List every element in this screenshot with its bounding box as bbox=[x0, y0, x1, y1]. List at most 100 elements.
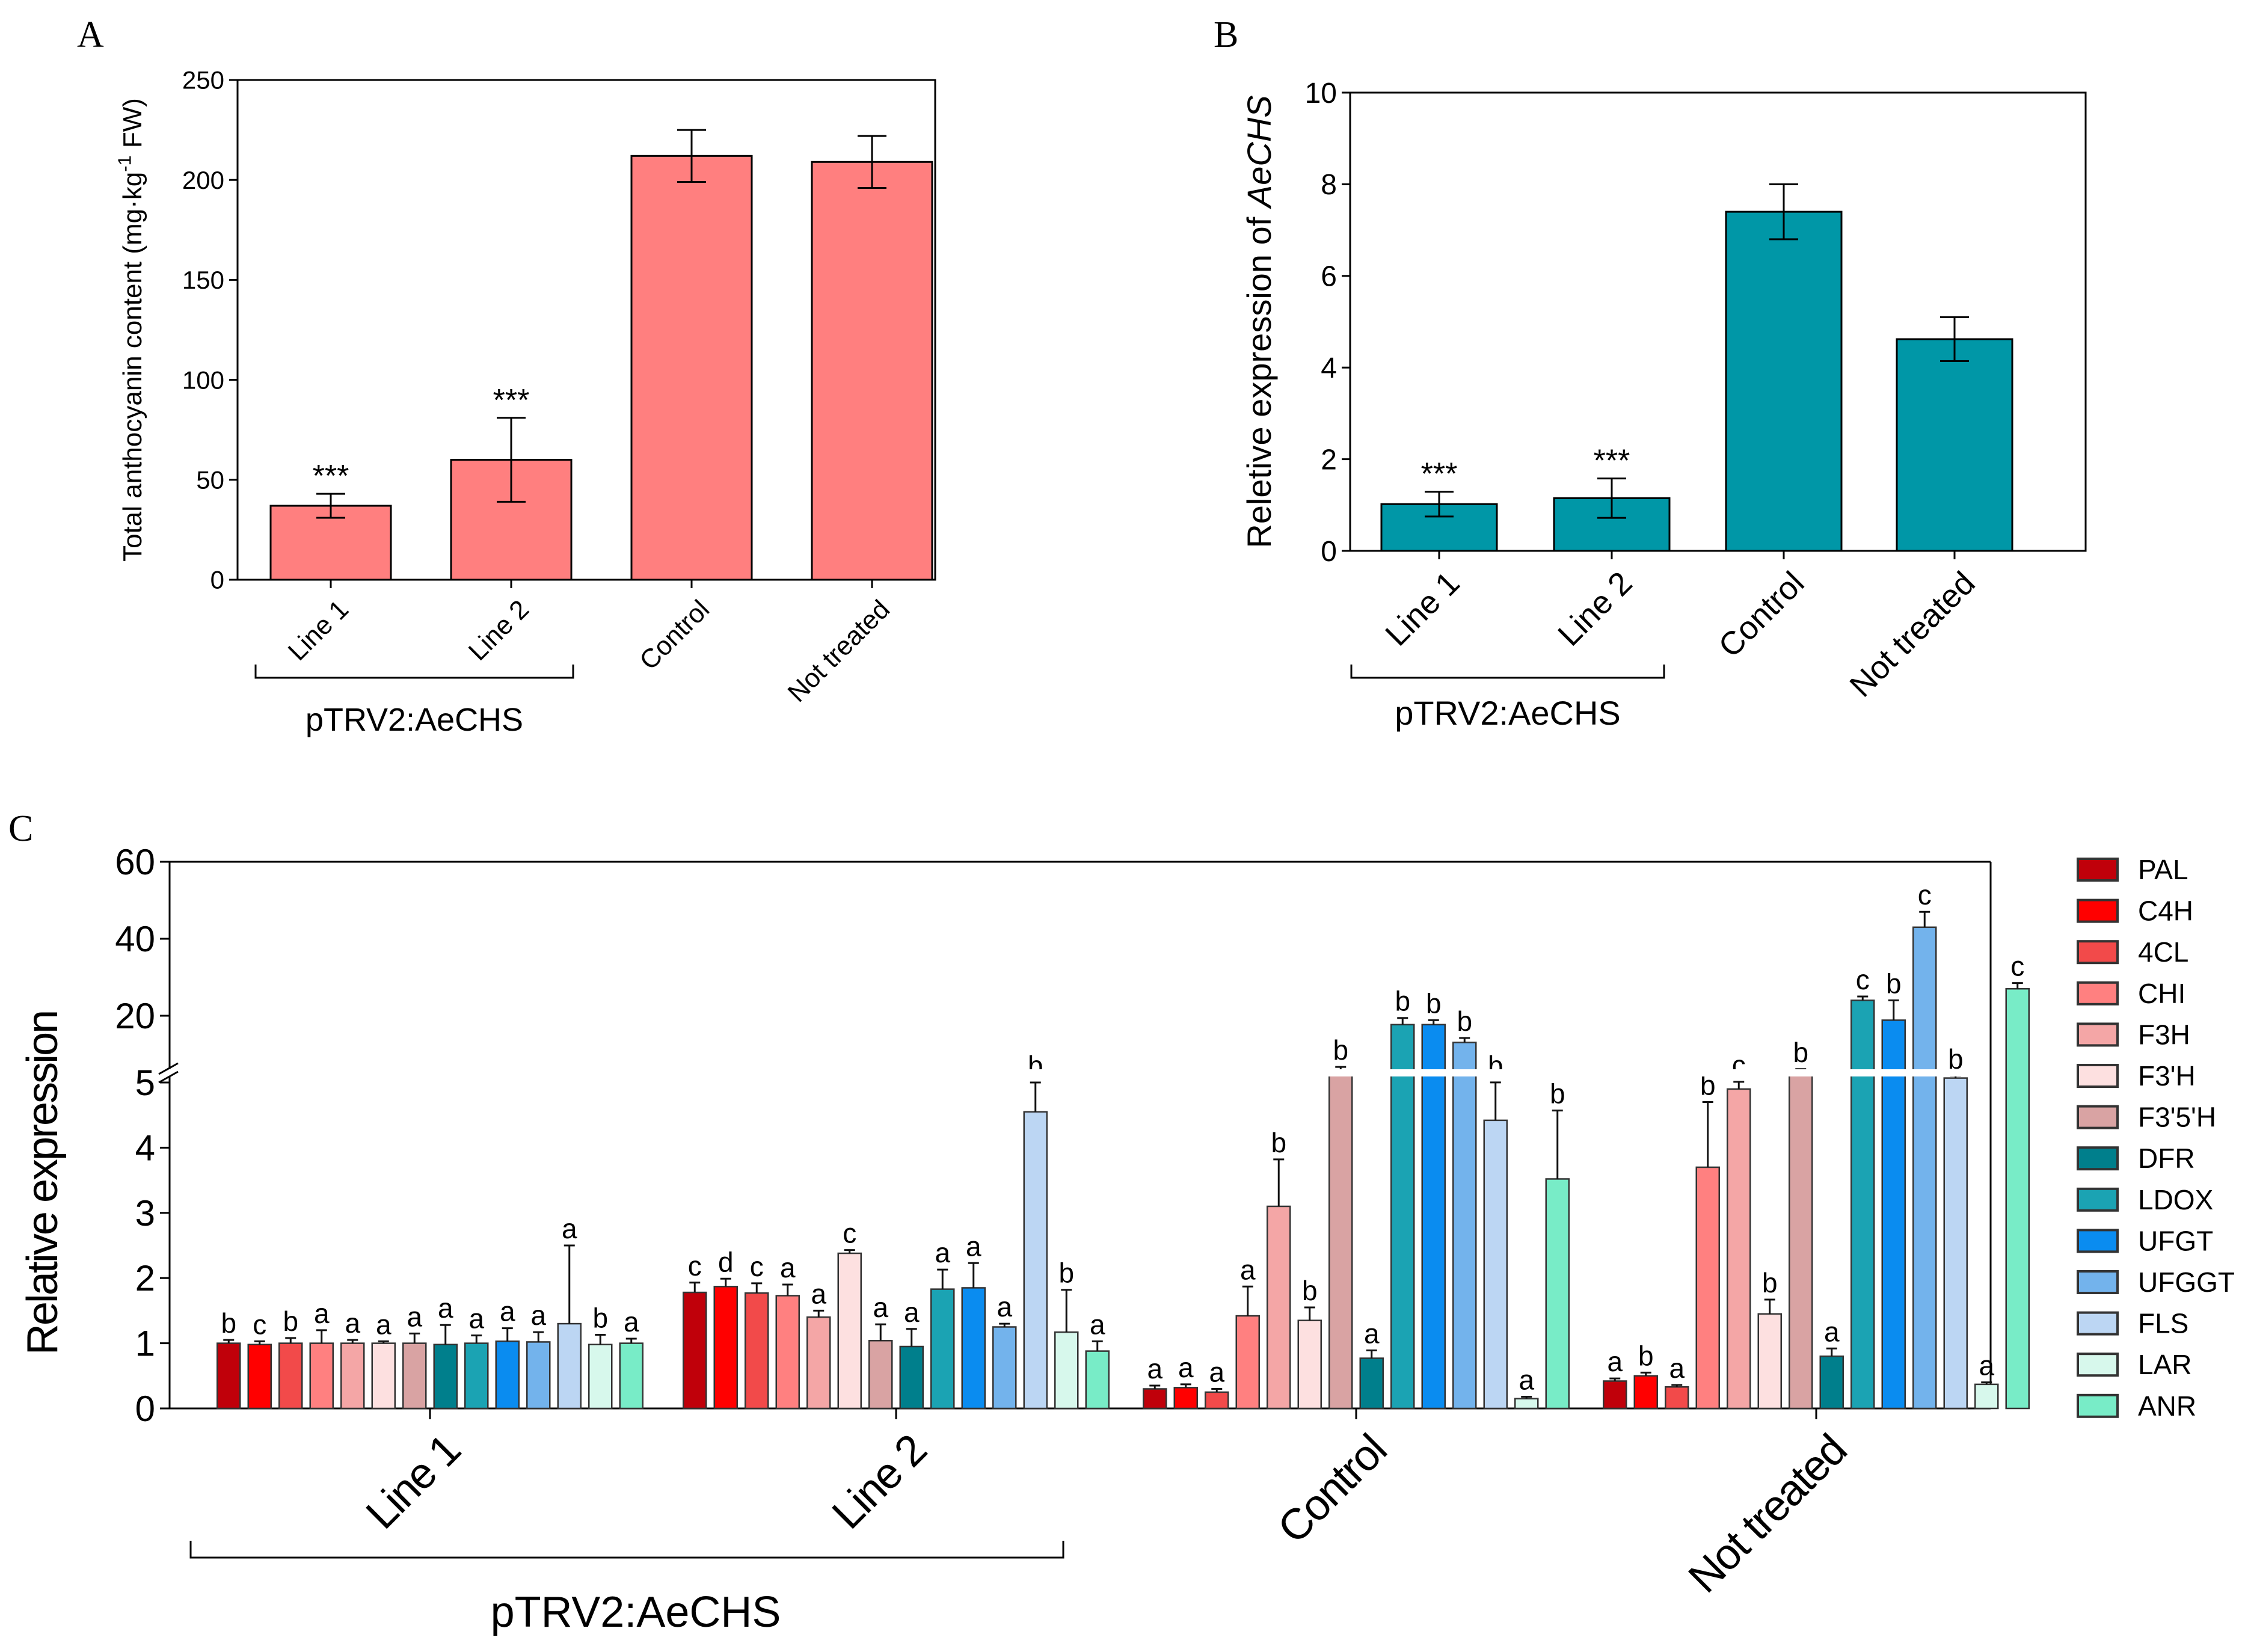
bar-4cl bbox=[1665, 1386, 1689, 1410]
bar-chi bbox=[1235, 1315, 1260, 1410]
bar-c4h bbox=[247, 1343, 272, 1410]
legend-swatch-f3-h bbox=[2077, 1064, 2119, 1088]
bar-f3-h bbox=[837, 1252, 862, 1410]
significance-letter: c bbox=[688, 1250, 702, 1282]
significance-letter: a bbox=[1209, 1356, 1224, 1387]
significance-marker: *** bbox=[1594, 444, 1630, 479]
bar-f3-5-h bbox=[868, 1340, 893, 1410]
legend-label-f3-5-h: F3'5'H bbox=[2138, 1102, 2216, 1133]
significance-letter: c bbox=[843, 1218, 856, 1249]
bar-lar bbox=[1974, 1383, 1999, 1410]
legend-swatch-lar bbox=[2077, 1353, 2119, 1377]
significance-letter: c bbox=[1918, 879, 1932, 910]
x-category-label: Control bbox=[1712, 565, 1811, 665]
x-category-label: Line 2 bbox=[1551, 565, 1639, 653]
bar-chi bbox=[309, 1342, 334, 1410]
bar-f3-5-h bbox=[1328, 1072, 1353, 1410]
legend-label-f3h: F3H bbox=[2138, 1019, 2190, 1050]
bar-anr bbox=[1085, 1350, 1110, 1410]
chart-panel-b: 0 2 4 6 8 10 Reletive expression of AeCHS *** Li… bbox=[1240, 78, 2087, 732]
panel-label-c: C bbox=[8, 808, 33, 849]
bar-pal bbox=[1143, 1388, 1167, 1410]
bar-not-treated bbox=[811, 161, 933, 581]
bar-lar bbox=[588, 1343, 613, 1410]
x-category-label: Not treated bbox=[1843, 565, 1982, 704]
bar-ufggt bbox=[526, 1341, 551, 1410]
legend-label-f3-h: F3'H bbox=[2138, 1060, 2196, 1092]
significance-letter: a bbox=[530, 1300, 546, 1331]
legend-label-pal: PAL bbox=[2138, 854, 2188, 885]
y-label-text: FW) bbox=[118, 98, 147, 155]
bar-c4h bbox=[1633, 1375, 1658, 1410]
y-tick-label: 6 bbox=[1321, 261, 1337, 293]
group-label: pTRV2:AeCHS bbox=[1395, 694, 1621, 732]
bar-f3h bbox=[340, 1342, 365, 1410]
significance-letter: b bbox=[1426, 987, 1442, 1019]
significance-letter: a bbox=[1607, 1346, 1623, 1377]
bar-fls bbox=[557, 1322, 582, 1410]
significance-letter: c bbox=[253, 1309, 266, 1340]
axis-break-gap-axis bbox=[152, 1069, 176, 1076]
bar-ldox bbox=[930, 1288, 955, 1410]
bar-f3h bbox=[1727, 1088, 1751, 1410]
bar-anr bbox=[619, 1342, 643, 1410]
legend-label-ufggt: UFGGT bbox=[2138, 1267, 2235, 1298]
legend-swatch-chi bbox=[2077, 981, 2119, 1006]
bar-ufggt bbox=[1912, 926, 1937, 1410]
bar-control bbox=[630, 155, 753, 581]
legend-swatch-f3-5-h bbox=[2077, 1105, 2119, 1129]
chart-panel-a: 0 50 100 150 200 250 Total anthocyanin content… bbox=[114, 66, 936, 738]
bar-dfr bbox=[433, 1343, 458, 1410]
legend-swatch-ufggt bbox=[2077, 1270, 2119, 1294]
bar-ufggt bbox=[992, 1326, 1017, 1410]
y-axis-label: Total anthocyanin content (mg·kg-1 FW) bbox=[114, 98, 147, 562]
y-tick-label: 2 bbox=[135, 1258, 155, 1298]
legend-swatch-fls bbox=[2077, 1311, 2119, 1336]
significance-letter: b bbox=[1886, 968, 1902, 999]
legend-swatch-f3h bbox=[2077, 1022, 2119, 1047]
y-tick-label: 20 bbox=[115, 996, 155, 1036]
y-tick-label: 1 bbox=[135, 1324, 155, 1364]
significance-letter: a bbox=[966, 1230, 981, 1262]
legend-swatch-c4h bbox=[2077, 898, 2119, 923]
significance-letter: c bbox=[1856, 964, 1870, 995]
legend-swatch-anr bbox=[2077, 1393, 2119, 1418]
significance-letter: b bbox=[1488, 1050, 1503, 1081]
significance-letter: b bbox=[1762, 1267, 1778, 1298]
bar-control bbox=[1725, 210, 1843, 552]
significance-letter: a bbox=[904, 1297, 920, 1328]
bar-fls bbox=[1943, 1077, 1968, 1410]
significance-letter: a bbox=[407, 1301, 422, 1332]
y-tick-label: 8 bbox=[1321, 169, 1337, 201]
x-category-label: Line 2 bbox=[463, 594, 535, 666]
y-tick-label: 4 bbox=[1321, 352, 1337, 384]
y-tick-label: 0 bbox=[135, 1389, 155, 1429]
bar-ufgt bbox=[495, 1340, 520, 1410]
y-label-gene: AeCHS bbox=[1240, 95, 1278, 209]
y-tick-label: 2 bbox=[1321, 444, 1337, 476]
significance-letter: a bbox=[624, 1306, 639, 1337]
significance-letter: b bbox=[1058, 1257, 1074, 1289]
y-tick-label: 10 bbox=[1305, 78, 1337, 109]
y-axis-label: Relative expression bbox=[19, 1012, 67, 1355]
significance-letter: a bbox=[1240, 1254, 1256, 1285]
legend-swatch-ldox bbox=[2077, 1187, 2119, 1212]
group-bracket bbox=[254, 665, 574, 679]
axis-break-gap bbox=[171, 1069, 1989, 1076]
y-label-superscript: -1 bbox=[114, 155, 135, 171]
group-label: pTRV2:AeCHS bbox=[491, 1588, 781, 1636]
y-tick-label: 5 bbox=[135, 1063, 155, 1103]
legend-label-4cl: 4CL bbox=[2138, 936, 2188, 968]
bar-pal bbox=[1603, 1380, 1627, 1410]
bar-lar bbox=[1514, 1398, 1539, 1410]
group-label: pTRV2:AeCHS bbox=[306, 702, 523, 738]
bar-dfr bbox=[1359, 1357, 1384, 1410]
significance-letter: a bbox=[1090, 1309, 1105, 1340]
legend-label-lar: LAR bbox=[2138, 1349, 2191, 1380]
y-tick-label: 4 bbox=[135, 1128, 155, 1168]
significance-letter: b bbox=[221, 1307, 236, 1339]
bar-f3-h bbox=[1297, 1319, 1322, 1410]
bar-fls bbox=[1023, 1111, 1048, 1410]
y-tick-label: 200 bbox=[182, 166, 224, 194]
